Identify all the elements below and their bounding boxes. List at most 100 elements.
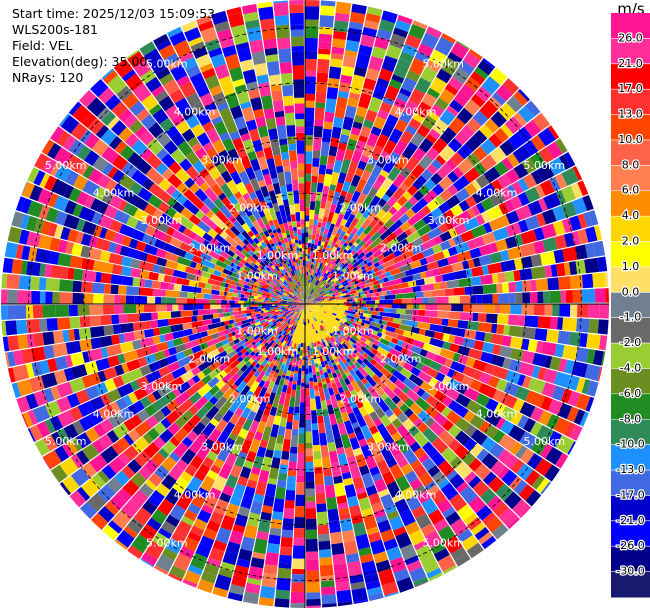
velocity-gate <box>317 222 322 226</box>
velocity-gate <box>0 289 8 304</box>
velocity-gate <box>287 475 296 483</box>
velocity-gate <box>309 302 314 304</box>
velocity-gate <box>386 321 400 329</box>
velocity-gate <box>328 342 334 349</box>
velocity-gate <box>475 86 492 103</box>
velocity-gate <box>327 287 332 291</box>
velocity-gate <box>312 230 317 235</box>
velocity-gate <box>317 291 321 295</box>
velocity-gate <box>157 318 169 328</box>
velocity-gate <box>203 293 212 300</box>
velocity-gate <box>329 290 333 293</box>
velocity-gate <box>479 100 499 120</box>
velocity-gate <box>395 531 412 549</box>
velocity-gate <box>305 382 310 385</box>
velocity-gate <box>315 91 327 104</box>
velocity-gate <box>327 299 332 302</box>
velocity-gate <box>419 348 428 358</box>
velocity-gate <box>306 288 309 293</box>
velocity-gate <box>309 301 316 303</box>
velocity-gate <box>344 279 348 284</box>
velocity-gate <box>423 290 433 298</box>
velocity-gate <box>404 34 422 49</box>
velocity-gate <box>551 385 566 401</box>
velocity-gate <box>307 253 311 256</box>
velocity-gate <box>197 281 206 289</box>
velocity-gate <box>572 197 588 215</box>
velocity-gate <box>429 337 444 348</box>
velocity-gate <box>417 422 429 434</box>
velocity-gate <box>308 313 311 319</box>
velocity-gate <box>317 331 321 335</box>
velocity-gate <box>481 436 497 452</box>
velocity-gate <box>475 331 486 342</box>
velocity-gate <box>321 311 325 314</box>
velocity-gate <box>307 304 313 306</box>
velocity-gate <box>439 109 456 126</box>
velocity-gate <box>442 564 457 575</box>
velocity-gate <box>258 597 275 607</box>
velocity-gate <box>99 335 113 348</box>
velocity-gate <box>340 293 347 297</box>
velocity-gate <box>319 314 323 318</box>
velocity-gate <box>421 555 440 574</box>
velocity-gate <box>342 234 349 241</box>
velocity-gate <box>519 431 538 450</box>
velocity-gate <box>397 334 406 342</box>
velocity-gate <box>350 306 355 309</box>
velocity-gate <box>338 277 344 282</box>
velocity-gate <box>396 358 406 368</box>
velocity-gate <box>541 382 556 398</box>
velocity-gate <box>354 257 360 262</box>
velocity-gate <box>305 431 313 443</box>
velocity-gate <box>365 320 371 325</box>
velocity-gate <box>346 278 352 282</box>
velocity-gate <box>301 327 303 330</box>
velocity-gate <box>309 305 315 307</box>
velocity-gate <box>360 309 365 314</box>
velocity-gate <box>306 293 308 296</box>
velocity-gate <box>517 192 530 206</box>
velocity-gate <box>383 396 398 412</box>
velocity-gate <box>563 232 575 248</box>
velocity-gate <box>367 396 381 411</box>
velocity-gate <box>341 346 346 352</box>
velocity-gate <box>526 452 543 470</box>
velocity-gate <box>320 141 330 157</box>
velocity-gate <box>349 337 355 343</box>
velocity-gate <box>323 233 328 238</box>
velocity-gate <box>246 313 251 317</box>
velocity-gate <box>316 229 321 234</box>
velocity-gate <box>399 242 415 254</box>
velocity-gate <box>473 340 485 351</box>
velocity-gate <box>418 184 430 196</box>
velocity-gate <box>337 274 343 280</box>
velocity-gate <box>319 372 324 376</box>
velocity-gate <box>279 464 289 474</box>
velocity-gate <box>314 473 324 485</box>
velocity-gate <box>26 319 41 334</box>
velocity-gate <box>305 295 307 300</box>
velocity-gate <box>319 346 323 350</box>
velocity-gate <box>363 304 367 307</box>
velocity-gate <box>492 92 506 106</box>
velocity-gate <box>540 251 556 266</box>
velocity-gate <box>406 184 419 196</box>
velocity-gate <box>374 271 380 277</box>
velocity-gate <box>369 466 381 477</box>
velocity-gate <box>353 306 357 310</box>
velocity-gate <box>329 184 337 192</box>
velocity-gate <box>315 267 319 274</box>
velocity-gate <box>581 379 591 395</box>
velocity-gate <box>414 77 432 94</box>
velocity-gate <box>555 190 567 205</box>
velocity-gate <box>394 293 404 299</box>
velocity-gate <box>503 453 519 470</box>
velocity-gate <box>312 316 317 322</box>
velocity-gate <box>384 218 395 229</box>
velocity-gate <box>382 471 396 486</box>
velocity-gate <box>276 434 285 445</box>
velocity-gate <box>368 96 383 113</box>
velocity-gate <box>433 331 444 341</box>
velocity-gate <box>341 299 347 302</box>
